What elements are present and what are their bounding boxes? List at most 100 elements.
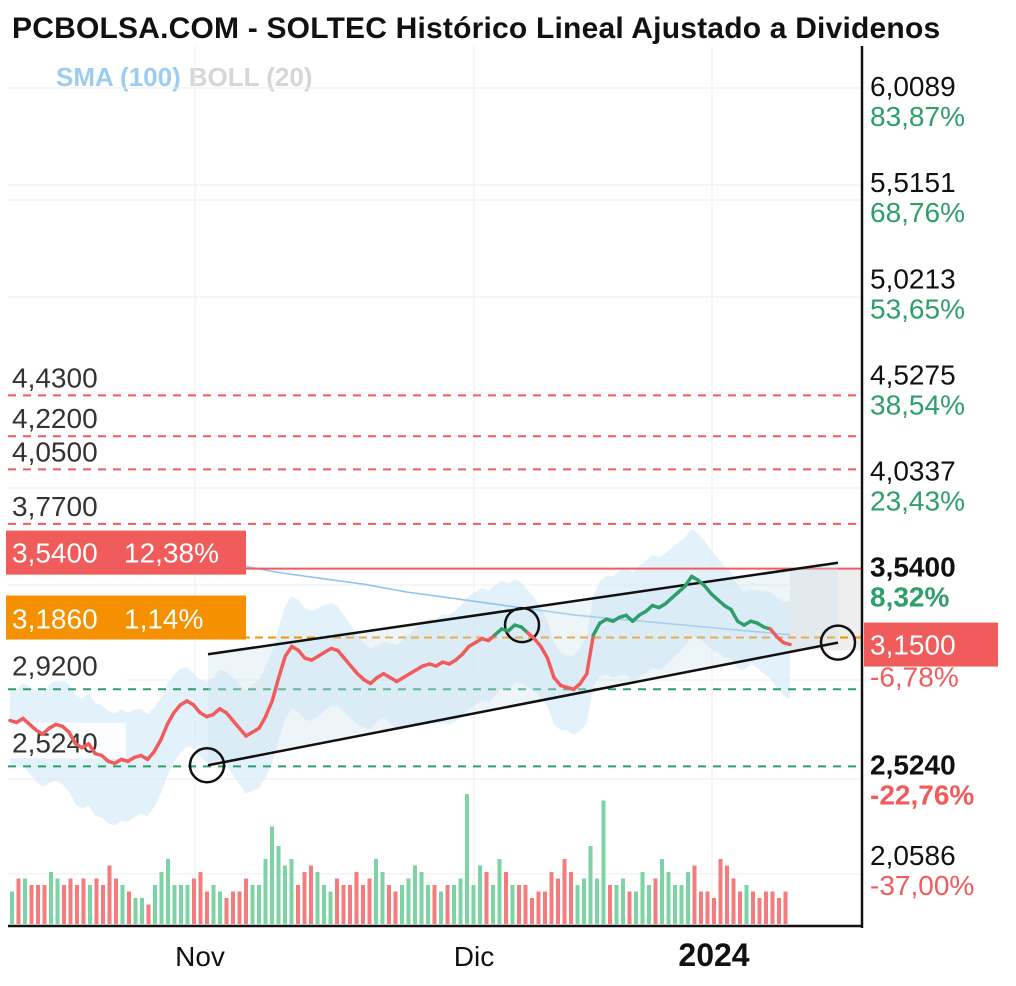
volume-bar [68,878,73,924]
volume-bar [244,878,248,924]
price-segment [683,574,694,588]
volume-bar [731,878,736,924]
price-segment [539,644,550,660]
volume-bar [686,872,690,924]
volume-bar [692,865,697,924]
volume-bar [205,891,209,924]
volume-bar [673,885,677,924]
price-segment [591,621,602,637]
volume-bar [231,891,235,924]
volume-bar [406,878,411,924]
volume-bar [29,885,34,924]
volume-bar [575,885,580,924]
price-line [8,574,792,766]
volume-bar [146,904,151,924]
orange-level-pct: 1,14% [124,604,203,635]
volume-bar [153,885,157,924]
volume-bar [75,885,79,924]
price-segment [283,644,294,658]
volume-bar [218,891,222,924]
volume-bar [497,859,502,924]
volume-bar [36,885,40,924]
volume-bar [653,878,658,924]
volume-bar [322,885,326,924]
volume-bar [380,872,385,924]
volume-bar [257,885,261,924]
volume-bars [10,794,788,924]
volume-bar [328,891,333,924]
volume-bar [179,885,183,924]
volume-bar [413,865,417,924]
price-segment [86,742,97,756]
volume-bar [595,878,599,924]
volume-bar [647,885,651,924]
volume-bar [16,878,21,924]
channel-lower-line [207,641,839,767]
y-tick-price: 4,5275 [870,359,956,390]
volume-bar [127,891,131,924]
volume-bar [62,885,66,924]
volume-bar [114,878,118,924]
volume-bar [699,891,703,924]
volume-bar [751,891,755,924]
support-label-bg [8,645,126,682]
volume-bar [439,891,443,924]
volume-bar [309,865,313,924]
legend-sma[interactable]: SMA (100) [56,62,181,92]
volume-bar [640,872,645,924]
volume-bar [458,878,463,924]
legend-boll[interactable]: BOLL (20) [188,62,313,92]
price-segment [159,722,170,742]
price-segment [276,654,288,680]
volume-bar [361,885,365,924]
volume-bar [23,878,27,924]
volume-bar [302,872,307,924]
y-tick-pct: -22,76% [870,779,974,810]
channel-fill [208,562,838,766]
volume-bar [224,898,229,924]
y-tick-price: 4,0337 [870,456,956,487]
current-price-tag [864,622,998,667]
price-segment [263,699,274,719]
volume-bar [452,885,456,924]
volume-bar [484,872,489,924]
volume-bar [562,859,567,924]
volume-bar [712,898,716,924]
volume-bar [725,865,729,924]
price-segment [165,710,176,727]
volume-bar [445,885,450,924]
volume-bar [510,885,515,924]
bollinger-fill [10,528,790,826]
volume-bar [192,878,196,924]
volume-bar [49,872,53,924]
volume-bar [517,885,521,924]
price-segment [257,714,268,730]
resistance-label: 4,4300 [12,362,98,393]
volume-bar [738,891,742,924]
volume-bar [88,885,92,924]
price-segment [729,607,740,623]
orange-level-price: 3,1860 [12,604,98,635]
volume-bar [211,885,216,924]
volume-bar [588,846,593,924]
volume-bar [718,859,723,924]
volume-bar [465,794,469,924]
volume-bar [491,885,495,924]
volume-bar [556,878,560,924]
chart-title: PCBOLSA.COM - SOLTEC Histórico Lineal Aj… [12,12,941,45]
volume-bar [107,865,112,924]
y-tick-price: 6,0089 [870,71,956,102]
volume-bar [166,859,170,924]
volume-bar [744,885,749,924]
y-tick-pct: 8,32% [870,582,949,613]
price-segment [545,656,556,680]
volume-bar [289,859,294,924]
touch-circle [503,606,541,644]
volume-bar [348,885,352,924]
volume-bar [387,885,391,924]
volume-bar [81,878,86,924]
volume-bar [263,859,268,924]
volume-bar [374,859,378,924]
